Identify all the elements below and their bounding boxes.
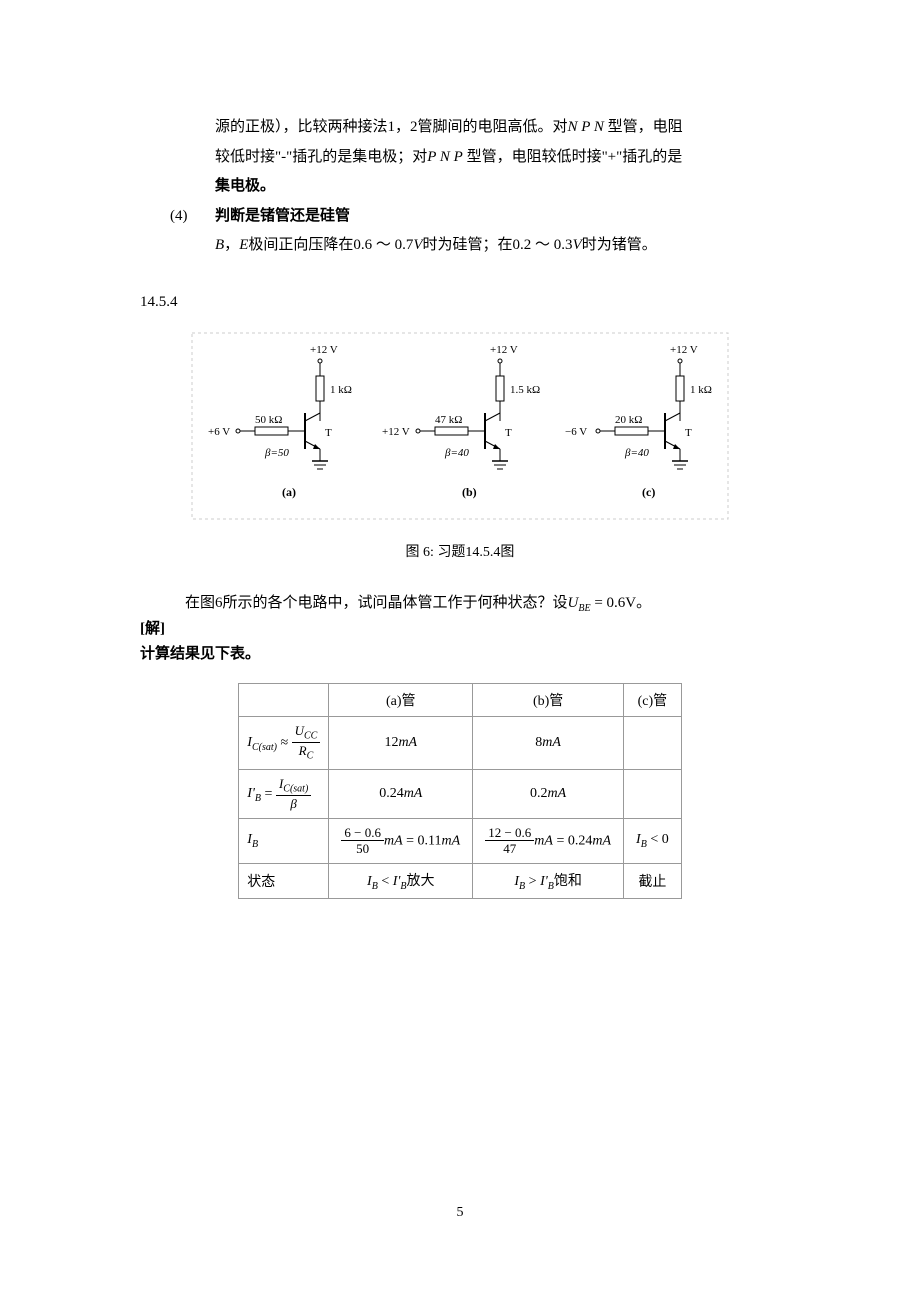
text: 型管，电阻 [604, 119, 683, 135]
item-4-title: 判断是锗管还是硅管 [215, 204, 780, 230]
caption-text: 习题14.5.4图 [437, 545, 514, 560]
item-4: (4) 判断是锗管还是硅管 [140, 204, 780, 230]
cell: 0.24mA [329, 769, 473, 818]
section-number: 14.5.4 [140, 294, 780, 311]
var-e: E [239, 237, 248, 253]
cell: 8mA [473, 716, 624, 769]
cell: 12mA [329, 716, 473, 769]
text: 极间正向压降在0.6 ～ 0.7 [248, 237, 413, 253]
rc-c: 1 kΩ [690, 384, 712, 396]
text: ， [224, 237, 239, 253]
rb-a: 50 kΩ [255, 414, 282, 426]
rc-a: 1 kΩ [330, 384, 352, 396]
question-formula: UBE [568, 595, 591, 611]
transistor-b: T [505, 427, 512, 439]
circuit-diagram: +12 V 1 kΩ T 50 kΩ +6 V β=50 [190, 331, 730, 521]
label-c: (c) [642, 485, 655, 499]
text: 集电极。 [215, 178, 275, 194]
vb-a: +6 V [208, 426, 230, 438]
var-v: V [573, 237, 582, 253]
text: 时为硅管；在0.2 ～ 0.3 [423, 237, 573, 253]
beta-b: β=40 [444, 447, 469, 459]
cell: IB < I'B放大 [329, 864, 473, 899]
var-v: V [413, 237, 422, 253]
text: 较低时接"-"插孔的是集电极；对 [215, 149, 427, 165]
transistor-c: T [685, 427, 692, 439]
vb-c: −6 V [565, 426, 587, 438]
paragraph-continuation: 源的正极），比较两种接法1，2管脚间的电阻高低。对N P N 型管，电阻 [215, 115, 780, 141]
answer-label: [解] [140, 617, 780, 643]
cell [624, 769, 682, 818]
question-value: = 0.6V [591, 595, 637, 611]
cell: 6 − 0.650mA = 0.11mA [329, 818, 473, 863]
cell: 0.2mA [473, 769, 624, 818]
cell: IB < 0 [624, 818, 682, 863]
text: 型管，电阻较低时接"+"插孔的是 [463, 149, 682, 165]
figure-6: +12 V 1 kΩ T 50 kΩ +6 V β=50 [190, 331, 730, 521]
figure-caption: 图 6: 习题14.5.4图 [140, 541, 780, 561]
header-empty [239, 683, 329, 716]
row-ib: IB [239, 818, 329, 863]
table-row: IB 6 − 0.650mA = 0.11mA 12 − 0.647mA = 0… [239, 818, 681, 863]
item-label: (4) [170, 204, 215, 230]
row-ibprime: I'B = IC(sat)β [239, 769, 329, 818]
vcc-a: +12 V [310, 344, 338, 356]
page-number: 5 [457, 1205, 464, 1221]
table-row: IC(sat) ≈ UCCRC 12mA 8mA [239, 716, 681, 769]
rb-b: 47 kΩ [435, 414, 462, 426]
text: 时为锗管。 [582, 237, 657, 253]
cell [624, 716, 682, 769]
label-b: (b) [462, 485, 477, 499]
paragraph-continuation: 集电极。 [215, 174, 780, 200]
vcc-c: +12 V [670, 344, 698, 356]
cell: 截止 [624, 864, 682, 899]
cell: 12 − 0.647mA = 0.24mA [473, 818, 624, 863]
table-row: 状态 IB < I'B放大 IB > I'B饱和 截止 [239, 864, 681, 899]
label-a: (a) [282, 485, 296, 499]
item-4-text: B，E极间正向压降在0.6 ～ 0.7V时为硅管；在0.2 ～ 0.3V时为锗管… [215, 233, 780, 259]
beta-c: β=40 [624, 447, 649, 459]
var-b: B [215, 237, 224, 253]
caption-prefix: 图 6: [406, 545, 434, 560]
npn-text: N P N [568, 119, 604, 135]
results-table: (a)管 (b)管 (c)管 IC(sat) ≈ UCCRC 12mA 8mA … [238, 683, 681, 899]
rb-c: 20 kΩ [615, 414, 642, 426]
question-text: 在图6所示的各个电路中，试问晶体管工作于何种状态？设UBE = 0.6V。 [185, 591, 780, 617]
beta-a: β=50 [264, 447, 289, 459]
header-c: (c)管 [624, 683, 682, 716]
vb-b: +12 V [382, 426, 410, 438]
question: 在图6所示的各个电路中，试问晶体管工作于何种状态？设 [185, 595, 568, 611]
paragraph-continuation: 较低时接"-"插孔的是集电极；对P N P 型管，电阻较低时接"+"插孔的是 [215, 145, 780, 171]
row-state: 状态 [239, 864, 329, 899]
transistor-a: T [325, 427, 332, 439]
table-header-row: (a)管 (b)管 (c)管 [239, 683, 681, 716]
question-end: 。 [636, 595, 651, 611]
cell: IB > I'B饱和 [473, 864, 624, 899]
vcc-b: +12 V [490, 344, 518, 356]
header-b: (b)管 [473, 683, 624, 716]
header-a: (a)管 [329, 683, 473, 716]
row-icsat: IC(sat) ≈ UCCRC [239, 716, 329, 769]
table-intro: 计算结果见下表。 [140, 642, 780, 668]
pnp-text: P N P [427, 149, 463, 165]
rc-b: 1.5 kΩ [510, 384, 540, 396]
table-row: I'B = IC(sat)β 0.24mA 0.2mA [239, 769, 681, 818]
text: 源的正极），比较两种接法1，2管脚间的电阻高低。对 [215, 119, 568, 135]
